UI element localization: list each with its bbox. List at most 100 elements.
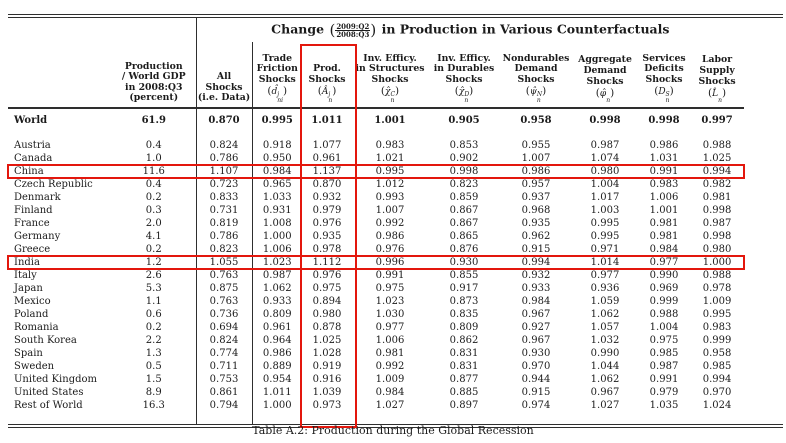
math-supsub: j ni: [277, 92, 283, 104]
value-cell-services: 0.981: [649, 231, 679, 242]
value-cell-trade: 1.011: [262, 387, 292, 398]
value-cell-all: 0.711: [196, 360, 253, 373]
country-label: Romania: [14, 322, 59, 333]
value-cell-aggregate: 0.998: [589, 115, 621, 126]
value-cell-services: 1.031: [649, 153, 679, 164]
math-base: ψ̂: [529, 87, 537, 98]
value-cell-trade: 0.995: [261, 115, 293, 126]
math-base: χ̂: [458, 87, 465, 98]
value-cell-structures: 1.030: [375, 309, 405, 320]
value-cell-prod: 1.077: [312, 140, 342, 151]
value-cell-all: 0.819: [196, 217, 253, 230]
value-cell-trade: 0.986: [262, 348, 292, 359]
value-cell-nondurables: 0.974: [521, 400, 551, 411]
value-cell-production: 8.9: [112, 386, 197, 399]
header-line: Deficits: [644, 63, 684, 75]
table-row-greece: Greece 0.2 0.823 1.006 0.978 0.976 0.876 0.915 0…: [8, 243, 744, 256]
value-cell-nondurables: 0.933: [521, 283, 551, 294]
value-cell-prod: 1.137: [312, 166, 342, 177]
value-cell-prod: 0.980: [312, 309, 342, 320]
value-cell-aggregate: 1.062: [590, 374, 620, 385]
table-row-sweden: Sweden 0.5 0.711 0.889 0.919 0.992 0.831 0.970 1…: [8, 360, 744, 373]
value-cell-labor: 0.998: [702, 205, 732, 216]
value-cell-structures: 0.975: [375, 283, 405, 294]
value-cell-all: 0.794: [196, 399, 253, 412]
value-cell-structures: 1.007: [375, 205, 405, 216]
header-line: Prod.: [313, 63, 341, 75]
value-cell-structures: 0.986: [375, 231, 405, 242]
country-label: France: [14, 218, 50, 229]
col-header-prod: Prod.ShocksÂjn: [302, 42, 352, 109]
spacer-cell: [8, 412, 112, 424]
math-subscript: n: [390, 97, 395, 105]
value-cell-trade: 1.000: [262, 400, 292, 411]
header-line: Shocks: [698, 75, 736, 87]
value-cell-production: 1.0: [112, 152, 197, 165]
math-base: χ̂: [384, 87, 391, 98]
header-line: Nondurables: [502, 52, 570, 64]
header-line: Demand: [583, 65, 627, 77]
header-line: Shocks: [205, 81, 243, 93]
top-double-rule: [8, 14, 783, 18]
table-row-france: France 2.0 0.819 1.008 0.976 0.992 0.867 0.935 0…: [8, 217, 744, 230]
value-cell-prod: 0.978: [312, 244, 342, 255]
value-cell-labor: 0.980: [702, 244, 732, 255]
country-label: United States: [14, 387, 84, 398]
value-cell-services: 0.990: [649, 270, 679, 281]
header-line: Aggregate: [578, 54, 632, 66]
spacer-cell: [112, 130, 197, 139]
value-cell-labor: 0.999: [702, 335, 732, 346]
value-cell-aggregate: 1.032: [590, 335, 620, 346]
value-cell-prod: 0.979: [312, 205, 342, 216]
country-label: Denmark: [14, 192, 61, 203]
value-cell-trade: 0.931: [262, 205, 292, 216]
value-cell-prod: 0.870: [312, 179, 342, 190]
value-cell-labor: 0.983: [702, 322, 732, 333]
value-cell-all: 0.823: [196, 243, 253, 256]
value-cell-services: 0.981: [649, 218, 679, 229]
country-label: World: [14, 115, 48, 126]
math-symbol-durables: χ̂Dn: [429, 86, 499, 104]
value-cell-structures: 0.993: [375, 192, 405, 203]
header-line: Shocks: [586, 75, 624, 87]
value-cell-services: 0.979: [649, 387, 679, 398]
value-cell-trade: 0.984: [262, 166, 292, 177]
math-subscript: n: [718, 97, 722, 105]
value-cell-labor: 0.988: [702, 270, 732, 281]
math-symbol-nondurables: ψ̂Nn: [501, 86, 571, 104]
col-header-trade: TradeFrictionShocksd̂jni: [252, 42, 302, 109]
value-cell-aggregate: 0.990: [590, 348, 620, 359]
value-cell-nondurables: 0.932: [521, 270, 551, 281]
table-row-denmark: Denmark 0.2 0.833 1.033 0.932 0.993 0.859 0.937…: [8, 191, 744, 204]
header-line: Shocks: [258, 73, 296, 85]
value-cell-prod: 0.976: [312, 218, 342, 229]
col-header-country: [8, 42, 112, 109]
table-row-finland: Finland 0.3 0.731 0.931 0.979 1.007 0.867 0.968…: [8, 204, 744, 217]
value-cell-prod: 1.025: [312, 335, 342, 346]
country-label: Germany: [14, 231, 61, 242]
value-cell-prod: 0.935: [312, 231, 342, 242]
table-row-germany: Germany 4.1 0.786 1.000 0.935 0.986 0.865 0.962…: [8, 230, 744, 243]
value-cell-aggregate: 0.977: [590, 270, 620, 281]
value-cell-nondurables: 0.958: [520, 115, 552, 126]
table-row-south-korea: South Korea 2.2 0.824 0.964 1.025 1.006 0.862 0…: [8, 334, 744, 347]
value-cell-labor: 1.024: [702, 400, 732, 411]
value-cell-durables: 0.862: [449, 335, 479, 346]
math-superscript: j: [328, 91, 331, 99]
value-cell-aggregate: 1.044: [590, 361, 620, 372]
value-cell-prod: 1.028: [312, 348, 342, 359]
value-cell-production: 0.4: [112, 178, 197, 191]
value-cell-structures: 0.991: [375, 270, 405, 281]
value-cell-structures: 0.983: [375, 140, 405, 151]
header-line: (i.e. Data): [197, 92, 251, 104]
value-cell-nondurables: 0.955: [521, 140, 551, 151]
value-cell-durables: 0.865: [449, 231, 479, 242]
table-row-czech-republic: Czech Republic 0.4 0.723 0.965 0.870 1.012 0.8…: [8, 178, 744, 191]
header-line: Inv. Efficy.: [437, 52, 491, 64]
math-superscript: D: [464, 91, 470, 99]
value-cell-all: 0.824: [196, 334, 253, 347]
math-subscript: ni: [277, 97, 284, 105]
